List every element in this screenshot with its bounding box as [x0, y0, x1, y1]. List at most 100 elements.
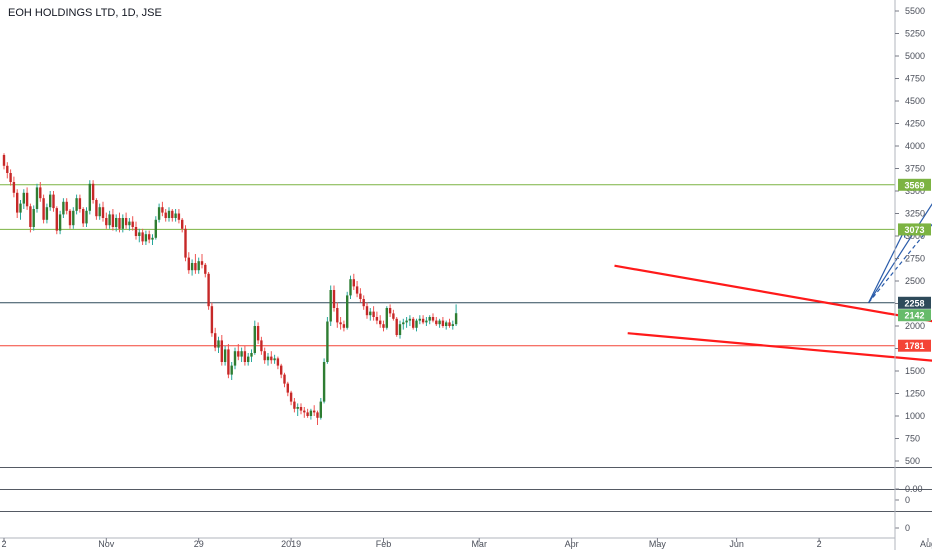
candle-body	[32, 209, 35, 227]
candle	[431, 313, 435, 323]
y-tick-label: 750	[905, 434, 920, 444]
candle	[52, 191, 55, 212]
candle	[299, 403, 303, 415]
candle	[243, 345, 247, 366]
candle	[421, 315, 425, 325]
candle-body	[230, 365, 233, 375]
candle	[85, 207, 88, 227]
candle	[151, 234, 154, 245]
candle	[200, 254, 204, 269]
candle	[181, 218, 184, 233]
candle	[286, 381, 289, 397]
candle-body	[16, 192, 19, 213]
candle-body	[402, 322, 405, 325]
level-label-2258: 2258	[904, 298, 924, 308]
candle-body	[144, 234, 148, 242]
candle	[134, 221, 138, 240]
y-tick-label: 2000	[905, 321, 925, 331]
panel-tick-label: 0	[905, 495, 910, 505]
candle	[128, 218, 131, 231]
candle-body	[398, 324, 402, 335]
candle	[9, 169, 12, 186]
candle	[174, 209, 177, 222]
candle-body	[359, 293, 362, 299]
candle-body	[273, 358, 276, 361]
candle	[68, 209, 72, 229]
candle	[233, 347, 237, 370]
candle	[118, 212, 121, 233]
candle-body	[392, 313, 395, 319]
candle-body	[68, 210, 72, 226]
candle-body	[187, 257, 190, 271]
y-tick-label: 5250	[905, 29, 925, 39]
candle	[247, 353, 250, 366]
candle-body	[2, 155, 6, 166]
candle-body	[339, 322, 342, 325]
candle-body	[78, 198, 82, 209]
candle-body	[233, 351, 237, 366]
candle-body	[39, 187, 42, 199]
candle	[141, 228, 144, 245]
candle-body	[365, 306, 369, 316]
x-tick-label: Nov	[98, 539, 115, 549]
candle	[339, 317, 342, 330]
candle	[161, 201, 164, 217]
y-tick-label: 5500	[905, 6, 925, 16]
panel-tick-label: 0.00	[905, 484, 923, 494]
y-tick-label: 4750	[905, 74, 925, 84]
candle	[78, 194, 82, 213]
candle	[382, 320, 385, 332]
candle-body	[52, 194, 55, 209]
candle-body	[250, 353, 253, 357]
candle-body	[134, 227, 138, 236]
candle	[313, 405, 316, 416]
candle-body	[296, 407, 299, 409]
candle	[438, 318, 441, 328]
candle-body	[303, 410, 306, 413]
candle-body	[35, 187, 39, 209]
candle-body	[19, 203, 22, 213]
projection-arrow[interactable]	[868, 229, 905, 304]
candle-body	[375, 317, 379, 321]
candle	[214, 327, 217, 352]
candle	[167, 207, 171, 222]
candle	[392, 309, 395, 321]
candle	[283, 372, 286, 388]
candle-body	[408, 318, 412, 321]
y-tick-label: 1500	[905, 366, 925, 376]
y-tick-label: 5000	[905, 51, 925, 61]
candle-body	[346, 295, 349, 328]
candle	[88, 180, 91, 215]
y-tick-label: 1250	[905, 389, 925, 399]
x-tick-label: Apr	[565, 539, 579, 549]
candle	[408, 315, 412, 326]
candle	[49, 191, 52, 211]
candle-body	[240, 351, 243, 357]
y-tick-label: 3750	[905, 164, 925, 174]
candle-body	[151, 237, 154, 240]
candle-body	[181, 219, 184, 229]
candle-body	[247, 356, 250, 362]
candle-body	[362, 299, 365, 307]
candle-body	[49, 194, 52, 208]
candle-body	[98, 207, 101, 217]
candle-body	[164, 212, 167, 218]
candle	[379, 315, 382, 328]
candle-body	[316, 412, 319, 418]
candle	[273, 354, 276, 364]
candle	[346, 291, 349, 330]
wedge-upper-trendline[interactable]	[614, 264, 932, 340]
candle-body	[431, 317, 435, 321]
candle-body	[95, 200, 98, 217]
candle-body	[121, 218, 124, 229]
candle-body	[118, 218, 121, 229]
candle-body	[428, 317, 431, 321]
candle-body	[111, 214, 115, 227]
candle	[375, 311, 379, 325]
candle	[441, 317, 445, 328]
wedge-lower-trendline[interactable]	[627, 332, 932, 370]
candle-body	[369, 311, 372, 316]
y-tick-label: 3000	[905, 231, 925, 241]
candle-body	[115, 218, 118, 227]
